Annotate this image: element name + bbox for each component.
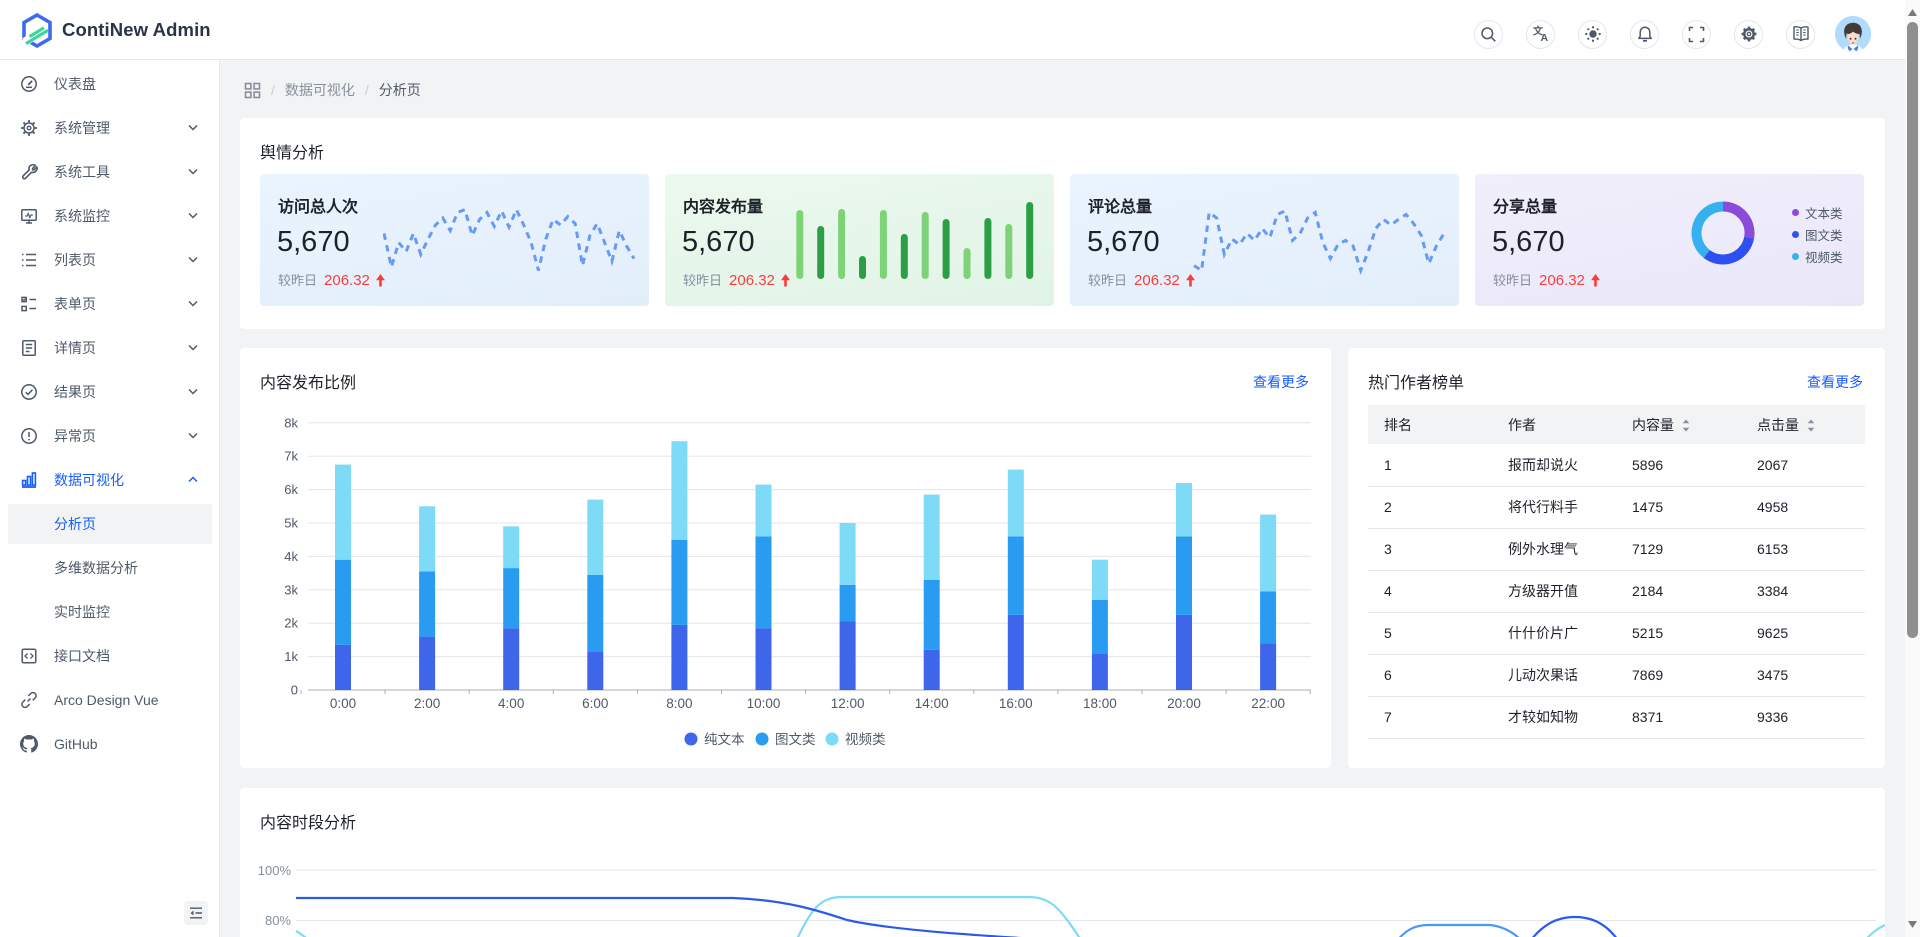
svg-text:18:00: 18:00 [1083, 696, 1117, 711]
svg-text:3k: 3k [284, 582, 298, 597]
svg-text:12:00: 12:00 [831, 696, 865, 711]
svg-text:20:00: 20:00 [1167, 696, 1201, 711]
svg-text:80%: 80% [265, 913, 291, 928]
svg-text:6:00: 6:00 [582, 696, 608, 711]
svg-text:2:00: 2:00 [414, 696, 440, 711]
svg-text:4k: 4k [284, 549, 298, 564]
svg-text:5k: 5k [284, 516, 298, 531]
svg-text:视频类: 视频类 [845, 732, 886, 747]
svg-text:1k: 1k [284, 649, 298, 664]
svg-text:100%: 100% [258, 863, 292, 878]
svg-text:文: 文 [1533, 25, 1544, 38]
svg-text:7k: 7k [284, 449, 298, 464]
svg-text:16:00: 16:00 [999, 696, 1033, 711]
svg-text:8k: 8k [284, 415, 298, 430]
svg-text:14:00: 14:00 [915, 696, 949, 711]
svg-text:0:00: 0:00 [330, 696, 356, 711]
svg-text:图文类: 图文类 [775, 732, 816, 747]
svg-text:0: 0 [291, 683, 298, 698]
svg-text:6k: 6k [284, 482, 298, 497]
svg-text:22:00: 22:00 [1251, 696, 1285, 711]
svg-text:8:00: 8:00 [666, 696, 692, 711]
svg-text:A: A [1540, 32, 1548, 43]
svg-text:4:00: 4:00 [498, 696, 524, 711]
svg-text:纯文本: 纯文本 [704, 732, 745, 747]
svg-text:10:00: 10:00 [747, 696, 781, 711]
svg-text:2k: 2k [284, 616, 298, 631]
